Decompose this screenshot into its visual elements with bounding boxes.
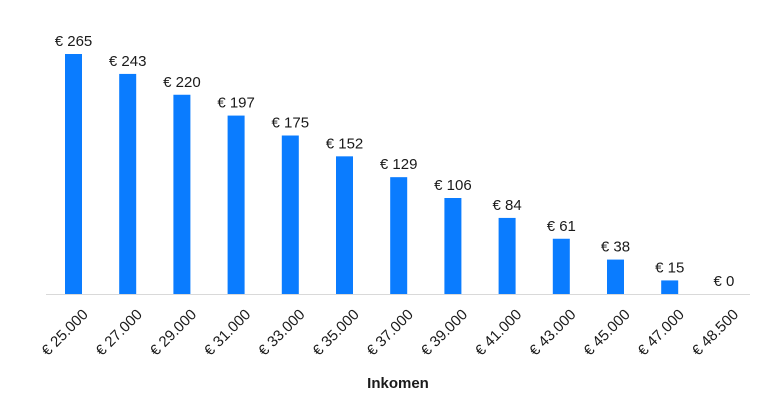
x-tick-label-5: € 35.000 xyxy=(309,306,362,359)
bar-8 xyxy=(498,217,516,294)
bar-6 xyxy=(390,177,408,294)
x-tick-label-12: € 48.500 xyxy=(689,306,742,359)
bar-11 xyxy=(661,280,679,294)
x-tick-label-4: € 33.000 xyxy=(255,306,308,359)
x-tick-label-10: € 45.000 xyxy=(580,306,633,359)
bar-4 xyxy=(281,135,299,294)
bar-3 xyxy=(227,115,245,294)
x-tick-label-2: € 29.000 xyxy=(147,306,200,359)
bar-5 xyxy=(336,156,353,294)
x-tick-label-3: € 31.000 xyxy=(201,306,254,359)
x-tick-label-7: € 39.000 xyxy=(418,306,471,359)
data-label-8: € 84 xyxy=(492,197,521,214)
x-tick-label-8: € 41.000 xyxy=(472,306,525,359)
data-labels: € 265 € 243 € 220 € 197 € 175 € 152 € 129 € 106… xyxy=(55,33,735,290)
data-label-1: € 243 xyxy=(109,53,147,70)
x-tick-label-9: € 43.000 xyxy=(526,306,579,359)
data-label-5: € 152 xyxy=(326,135,364,152)
bars xyxy=(65,54,679,294)
x-axis-title: Inkomen xyxy=(367,375,429,392)
data-label-2: € 220 xyxy=(163,74,201,91)
data-label-7: € 106 xyxy=(434,177,472,194)
data-label-9: € 61 xyxy=(547,218,576,235)
data-label-10: € 38 xyxy=(601,239,630,256)
bar-7 xyxy=(444,198,462,294)
x-tick-label-11: € 47.000 xyxy=(635,306,688,359)
data-label-6: € 129 xyxy=(380,156,418,173)
bar-10 xyxy=(607,259,624,294)
x-tick-label-0: € 25.000 xyxy=(38,306,91,359)
data-label-12: € 0 xyxy=(713,273,734,290)
bar-9 xyxy=(552,238,570,294)
data-label-11: € 15 xyxy=(655,259,684,276)
data-label-4: € 175 xyxy=(272,115,310,132)
x-tick-label-1: € 27.000 xyxy=(93,306,146,359)
x-tick-label-6: € 37.000 xyxy=(364,306,417,359)
bar-2 xyxy=(173,94,191,294)
bar-1 xyxy=(119,73,137,294)
data-label-0: € 265 xyxy=(55,33,93,50)
data-label-3: € 197 xyxy=(217,95,255,112)
x-tick-labels: € 25.000 € 27.000 € 29.000 € 31.000 € 33.000… xyxy=(38,306,742,359)
bar-0 xyxy=(65,54,82,294)
